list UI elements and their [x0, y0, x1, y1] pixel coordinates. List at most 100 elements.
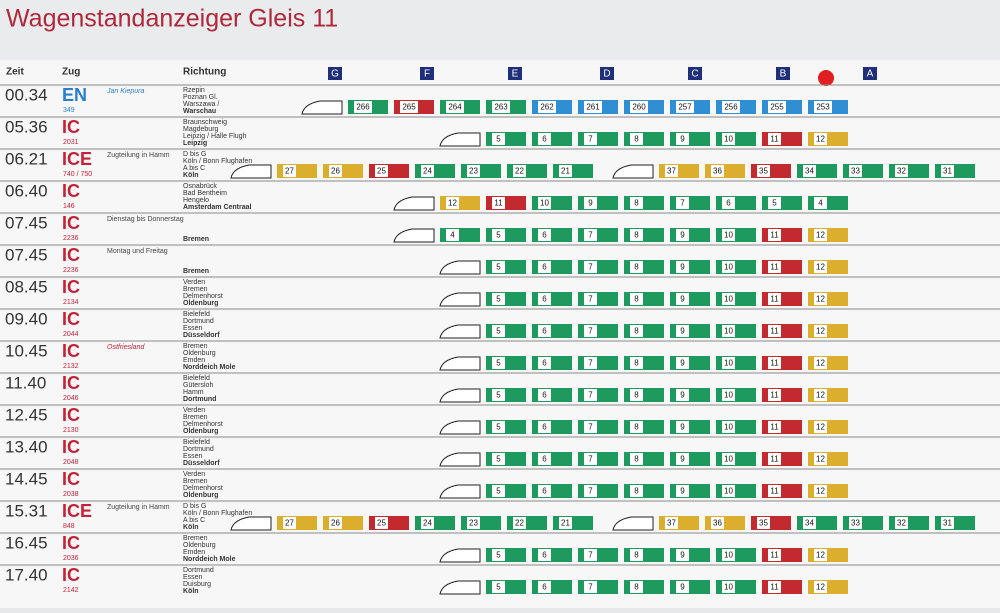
coach-number-box [768, 197, 781, 209]
destination: Bremen [183, 236, 209, 243]
coach-number: 8 [634, 455, 639, 464]
coach-number-box [814, 421, 827, 433]
coach-number-box [584, 261, 597, 273]
locomotive [230, 164, 272, 179]
time: 16.45 [5, 533, 48, 552]
coach-number-box [538, 485, 551, 497]
destination: Bremen [183, 286, 208, 293]
destination: Düsseldorf [183, 332, 220, 339]
coach-number: 10 [724, 327, 733, 336]
locomotive [439, 484, 481, 499]
locomotive [612, 164, 654, 179]
coach-number-box [676, 357, 689, 369]
train-number: 146 [63, 203, 75, 210]
train-type: IC [62, 469, 80, 489]
destination: Gütersloh [183, 382, 213, 389]
coach-number-box [814, 229, 827, 241]
time: 05.36 [5, 117, 48, 136]
note: Montag und Freitag [107, 248, 168, 255]
coach-number-box [630, 581, 643, 593]
coach-number: 11 [770, 327, 779, 336]
coach-number-box [630, 325, 643, 337]
coach-number: 36 [713, 167, 722, 176]
coach-number: 21 [561, 167, 570, 176]
coach-number: 5 [496, 487, 501, 496]
coach-number-box [467, 517, 480, 529]
destination: Osnabrück [183, 183, 217, 190]
destination: Düsseldorf [183, 460, 220, 467]
coach-number-box [492, 133, 505, 145]
destination: Köln [183, 172, 199, 179]
coach-number-box [722, 133, 735, 145]
coach-number-box [722, 197, 735, 209]
coach-number: 12 [816, 455, 825, 464]
coach-number: 6 [542, 295, 547, 304]
coach-number-box [849, 517, 862, 529]
coach-number: 8 [634, 391, 639, 400]
coach-number: 9 [680, 135, 685, 144]
train-type: ICE [62, 501, 92, 521]
destination: Bielefeld [183, 311, 210, 318]
destination: Essen [183, 574, 203, 581]
coach-number-box [814, 261, 827, 273]
locomotive [439, 580, 481, 595]
coach-number-box [538, 325, 551, 337]
destination: Dortmund [183, 567, 214, 574]
coach-number: 35 [759, 519, 768, 528]
destination: Bremen [183, 478, 208, 485]
coach-number-box [375, 165, 388, 177]
note: Dienstag bis Donnerstag [107, 216, 184, 223]
coach-number-box [849, 165, 862, 177]
coach-number-box [768, 261, 781, 273]
locomotive [439, 292, 481, 307]
coach-number-box [676, 293, 689, 305]
coach-number: 5 [496, 391, 501, 400]
coach-number: 12 [448, 199, 457, 208]
time: 11.40 [5, 373, 46, 392]
sector-box [508, 67, 522, 80]
coach-number-box [538, 261, 551, 273]
train-type: IC [62, 373, 80, 393]
coach-number: 261 [586, 103, 600, 112]
coach-number-box [676, 261, 689, 273]
coach-number: 10 [724, 487, 733, 496]
coach-number-box [492, 421, 505, 433]
train-number: 2046 [63, 395, 79, 402]
coach-number: 32 [897, 167, 906, 176]
coach-number: 263 [494, 103, 508, 112]
coach-number-box [283, 165, 296, 177]
coach-number: 253 [816, 103, 830, 112]
destination: Hamm [183, 389, 204, 396]
locomotive [439, 132, 481, 147]
coach-number: 5 [496, 263, 501, 272]
coach-number: 8 [634, 263, 639, 272]
sector-box [328, 67, 342, 80]
coach-number: 264 [448, 103, 462, 112]
coach-number-box [814, 293, 827, 305]
coach-number: 12 [816, 487, 825, 496]
coach-number-box [722, 453, 735, 465]
time: 06.21 [5, 149, 48, 168]
coach-number-box [722, 325, 735, 337]
coach-number: 10 [724, 391, 733, 400]
coach-number-box [676, 133, 689, 145]
train-type: IC [62, 213, 80, 233]
coach-number: 22 [515, 167, 524, 176]
train-number: 848 [63, 523, 75, 530]
coach-number: 33 [851, 519, 860, 528]
train-number: 349 [63, 107, 75, 114]
coach-number: 10 [724, 455, 733, 464]
train-type: IC [62, 309, 80, 329]
coach-number: 8 [634, 135, 639, 144]
time: 08.45 [5, 277, 48, 296]
coach-number: 7 [588, 455, 593, 464]
coach-number: 24 [423, 167, 432, 176]
coach-number: 6 [542, 327, 547, 336]
note: Ostfriesland [107, 344, 145, 351]
destination: Bielefeld [183, 439, 210, 446]
destination: Köln [183, 588, 199, 595]
destination: D bis G [183, 503, 206, 510]
coach-number-box [676, 453, 689, 465]
coach-number: 10 [724, 583, 733, 592]
time: 09.40 [5, 309, 48, 328]
